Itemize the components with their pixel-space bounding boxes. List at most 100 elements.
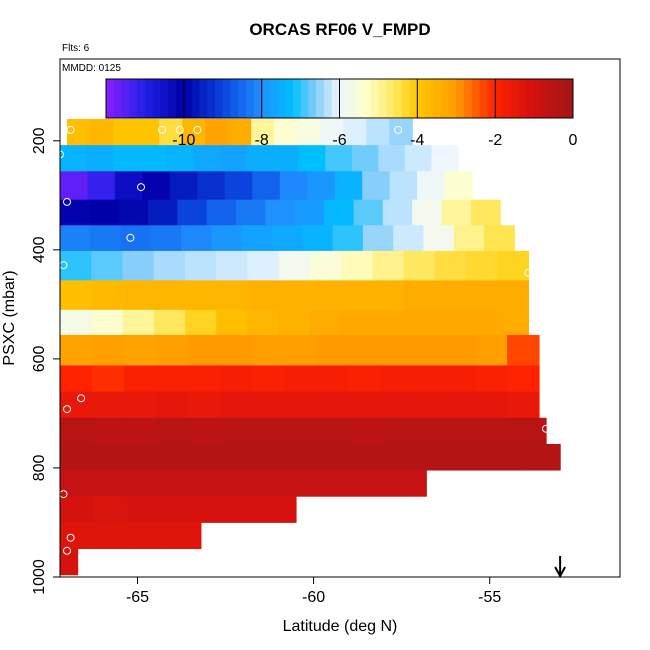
heatmap-cell: [91, 365, 125, 393]
heatmap-cell: [251, 334, 285, 366]
heatmap-cell: [247, 309, 280, 336]
heatmap-cell: [392, 470, 427, 497]
heatmap-cell: [181, 225, 213, 252]
heatmap-cell: [216, 250, 248, 281]
heatmap-cell: [434, 280, 467, 311]
heatmap-cell: [60, 145, 88, 172]
heatmap-cell: [443, 365, 476, 393]
heatmap-cell: [326, 443, 361, 471]
heatmap-cell: [90, 118, 114, 146]
heatmap-cell: [526, 443, 561, 471]
heatmap-cell: [205, 118, 229, 146]
heatmap-cell: [91, 334, 125, 366]
heatmap-cell: [187, 365, 221, 393]
heatmap-cell: [216, 280, 248, 311]
x-axis-label: Latitude (deg N): [283, 618, 398, 635]
heatmap-cell: [219, 334, 253, 366]
heatmap-cell: [362, 225, 394, 252]
x-tick-label: -65: [126, 589, 149, 606]
heatmap-cell: [283, 365, 317, 393]
colorbar-tick-label: -4: [410, 132, 424, 149]
heatmap-cell: [251, 391, 285, 419]
heatmap-cell: [130, 522, 167, 550]
heatmap-cell: [315, 334, 348, 366]
heatmap-cell: [142, 171, 171, 201]
heatmap-cell: [184, 280, 217, 311]
colorbar-swatch: [246, 79, 255, 118]
heatmap-cell: [448, 417, 482, 445]
heatmap-cell: [298, 145, 326, 172]
heatmap-cell: [60, 522, 96, 550]
colorbar-swatch: [285, 79, 294, 118]
heatmap-cell: [334, 171, 363, 201]
heatmap-cell: [441, 199, 472, 226]
colorbar-swatch: [487, 79, 496, 118]
heatmap-cell: [272, 225, 303, 252]
heatmap-cell: [326, 470, 361, 497]
heatmap-cell: [89, 199, 120, 226]
heatmap-cell: [426, 443, 461, 471]
heatmap-cell: [347, 365, 380, 393]
heatmap-cell: [226, 470, 261, 497]
heatmap-cell: [302, 225, 334, 252]
colorbar-swatch: [230, 79, 239, 118]
heatmap-cell: [379, 334, 412, 366]
colorbar-swatch: [269, 79, 278, 118]
colorbar-swatch: [557, 79, 566, 118]
colorbar-swatch: [378, 79, 387, 118]
heatmap-cell: [309, 250, 342, 281]
heatmap-cell: [260, 443, 294, 471]
heatmap-cell: [219, 365, 253, 393]
heatmap-cell: [278, 280, 311, 311]
heatmap-cell: [475, 365, 508, 393]
heatmap-cell: [91, 309, 124, 336]
heatmap-cell: [465, 280, 498, 311]
colorbar-swatch: [253, 79, 263, 118]
heatmap-cell: [411, 334, 444, 366]
heatmap-cell: [307, 171, 336, 201]
observation-point: [394, 125, 403, 134]
observation-point: [66, 125, 75, 134]
colorbar-swatch: [347, 79, 356, 118]
colorbar-swatch: [152, 79, 161, 118]
heatmap-cell: [192, 145, 220, 172]
heatmap-cell: [278, 309, 311, 336]
heatmap-cell: [453, 225, 485, 252]
observation-point: [63, 405, 71, 414]
heatmap-cell: [431, 145, 459, 172]
colorbar-swatch: [464, 79, 473, 118]
heatmap-cell: [411, 391, 444, 419]
heatmap-cell: [155, 391, 189, 419]
heatmap-cell: [297, 118, 321, 146]
colorbar-swatch: [386, 79, 395, 118]
heatmap-cell: [60, 548, 79, 576]
heatmap-cell: [139, 145, 167, 172]
y-axis-label: PSXC (mbar): [1, 270, 18, 365]
colorbar-swatch: [393, 79, 403, 118]
heatmap-cell: [189, 417, 223, 445]
heatmap-cell: [434, 309, 467, 336]
heatmap-cell: [362, 171, 391, 201]
heatmap-cell: [148, 199, 178, 226]
heatmap-cell: [460, 443, 495, 471]
colorbar-swatch: [502, 79, 512, 118]
colorbar-swatch: [432, 79, 442, 118]
heatmap-cell: [127, 496, 162, 523]
heatmap-cell: [60, 250, 92, 281]
colorbar-swatch: [106, 79, 115, 118]
heatmap-cell: [91, 280, 124, 311]
heatmap-cell: [122, 250, 155, 281]
observation-point: [524, 268, 533, 277]
heatmap-cells: [60, 118, 561, 576]
heatmap-cell: [347, 391, 380, 419]
heatmap-cell: [182, 118, 206, 146]
heatmap-cell: [341, 309, 373, 336]
colorbar-swatch: [534, 79, 543, 118]
x-tick-label: -60: [302, 589, 325, 606]
heatmap-cell: [247, 280, 280, 311]
heatmap-cell: [319, 417, 353, 445]
colorbar-swatch: [409, 79, 418, 118]
heatmap-cell: [187, 391, 221, 419]
heatmap-cell: [309, 309, 342, 336]
heatmap-cell: [379, 365, 412, 393]
